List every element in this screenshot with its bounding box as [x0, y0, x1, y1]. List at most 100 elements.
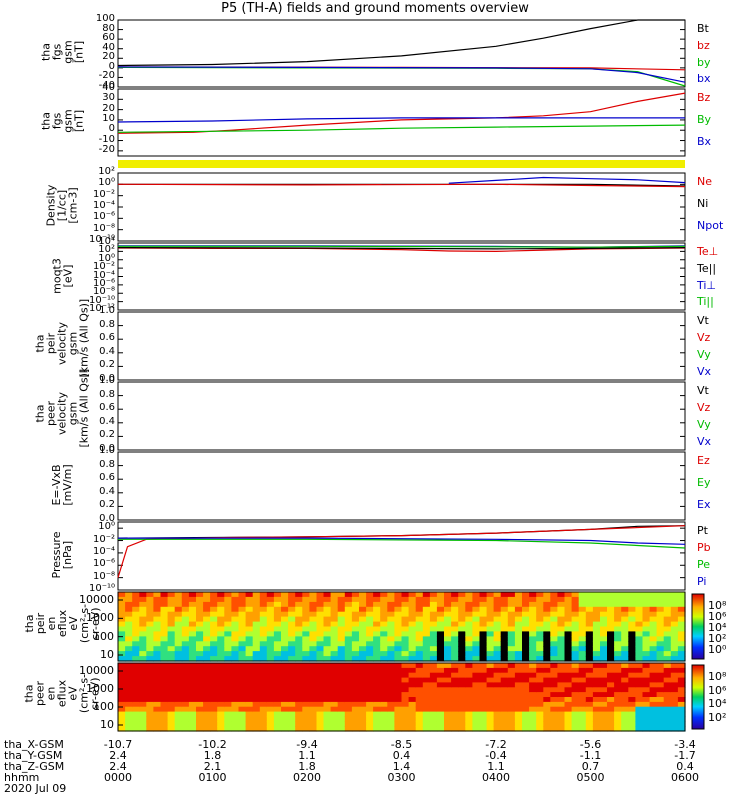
spectrogram-cell [203, 646, 211, 652]
y-axis-title: tha fgs gsm [nT] [39, 108, 85, 133]
spectrogram-cell [153, 672, 162, 679]
spectrogram-cell [174, 631, 183, 637]
spectrogram-cell [486, 636, 495, 642]
spectrogram-cell [380, 677, 388, 684]
spectrogram-cell [224, 592, 232, 598]
spectrogram-cell [436, 601, 445, 608]
spectrogram-cell [493, 697, 502, 703]
spectrogram-cell [408, 672, 417, 679]
spectrogram-cell [125, 667, 133, 674]
spectrogram-cell [316, 596, 325, 603]
spectrogram-cell [373, 706, 381, 713]
spectrogram-cell [188, 706, 197, 713]
spectrogram-cell [529, 706, 537, 713]
spectrogram-cell [635, 616, 644, 623]
legend-entry: Bt [697, 22, 709, 35]
spectrogram-cell [146, 667, 154, 674]
spectrogram-cell [330, 687, 339, 693]
spectrogram-cell [507, 687, 516, 693]
spectrogram-cell [196, 711, 204, 718]
spectrogram-cell [642, 711, 651, 718]
spectrogram-cell [536, 692, 544, 698]
spectrogram-cell [522, 616, 530, 623]
spectrogram-cell [330, 706, 339, 713]
spectrogram-cell [316, 611, 325, 618]
spectrogram-cell [139, 721, 147, 727]
spectrogram-cell [415, 677, 424, 684]
spectrogram-cell [642, 697, 651, 703]
spectrogram-cell [493, 716, 502, 722]
spectrogram-cell [174, 677, 183, 684]
spectrogram-cell [394, 592, 403, 598]
spectrogram-cell [677, 721, 686, 727]
spectrogram-cell [500, 601, 509, 608]
spectrogram-cell [323, 706, 332, 713]
spectrogram-cell [444, 606, 452, 613]
spectrogram-cell [174, 616, 183, 623]
spectrogram-cell [203, 667, 211, 674]
spectrogram-cell [337, 611, 346, 618]
spectrogram-cell [564, 636, 573, 642]
spectrogram-cell [458, 636, 466, 642]
spectrogram-cell [373, 697, 381, 703]
spectrogram-cell [323, 692, 332, 698]
spectrogram-cell [330, 621, 339, 628]
spectrogram-cell [245, 672, 254, 679]
spectrogram-cell [196, 636, 204, 642]
legend-entry: by [697, 55, 711, 69]
spectrogram-cell [132, 721, 140, 727]
spectrogram-cell [366, 672, 374, 679]
spectrogram-cell [167, 646, 176, 652]
spectrogram-cell [557, 711, 566, 718]
spectrogram-cell [415, 682, 424, 688]
spectrogram-cell [663, 701, 672, 708]
spectrogram-cell [578, 682, 587, 688]
spectrogram-cell [607, 667, 615, 674]
spectrogram-cell [366, 656, 374, 662]
spectrogram-cell [635, 687, 644, 693]
spectrogram-cell [670, 663, 679, 669]
panel-frame [117, 88, 686, 157]
spectrogram-cell [465, 651, 473, 657]
spectrogram-cell [422, 677, 431, 684]
spectrogram-cell [344, 596, 353, 603]
spectrogram-cell [302, 631, 310, 637]
spectrogram-cell [132, 636, 140, 642]
spectrogram-cell [231, 697, 240, 703]
spectrogram-cell [557, 611, 566, 618]
spectrogram-cell [628, 663, 636, 669]
ephem-value: 0400 [482, 771, 510, 784]
legend-entry: Ti|| [697, 295, 714, 309]
spectrogram-cell [139, 616, 147, 623]
spectrogram-cell [174, 697, 183, 703]
spectrogram-cell [522, 687, 530, 693]
spectrogram-cell [344, 667, 353, 674]
spectrogram-cell [408, 656, 417, 662]
spectrogram-cell [677, 677, 686, 684]
spectrogram-cell [259, 716, 268, 722]
spectrogram-cell [132, 616, 140, 623]
spectrogram-cell [359, 596, 367, 603]
spectrogram-cell [146, 672, 154, 679]
spectrogram-cell [316, 601, 325, 608]
spectrogram-cell [415, 651, 424, 657]
spectrogram-cell [309, 641, 318, 647]
spectrogram-cell [231, 621, 240, 628]
y-tick-label: 100 [93, 629, 114, 643]
spectrogram-cell [600, 651, 608, 657]
spectrogram-cell [337, 726, 346, 732]
spectrogram-cell [458, 611, 466, 618]
spectrogram-cell [628, 596, 636, 603]
spectrogram-cell [330, 721, 339, 727]
spectrogram-cell [330, 606, 339, 613]
spectrogram-cell [351, 692, 360, 698]
spectrogram-cell [344, 716, 353, 722]
spectrogram-cell [401, 626, 410, 632]
spectrogram-cell [458, 716, 466, 722]
spectrogram-cell [373, 711, 381, 718]
spectrogram-cell [507, 636, 516, 642]
spectrogram-cell [387, 677, 395, 684]
spectrogram-cell [465, 721, 473, 727]
spectrogram-cell [266, 606, 275, 613]
spectrogram-cell [366, 631, 374, 637]
